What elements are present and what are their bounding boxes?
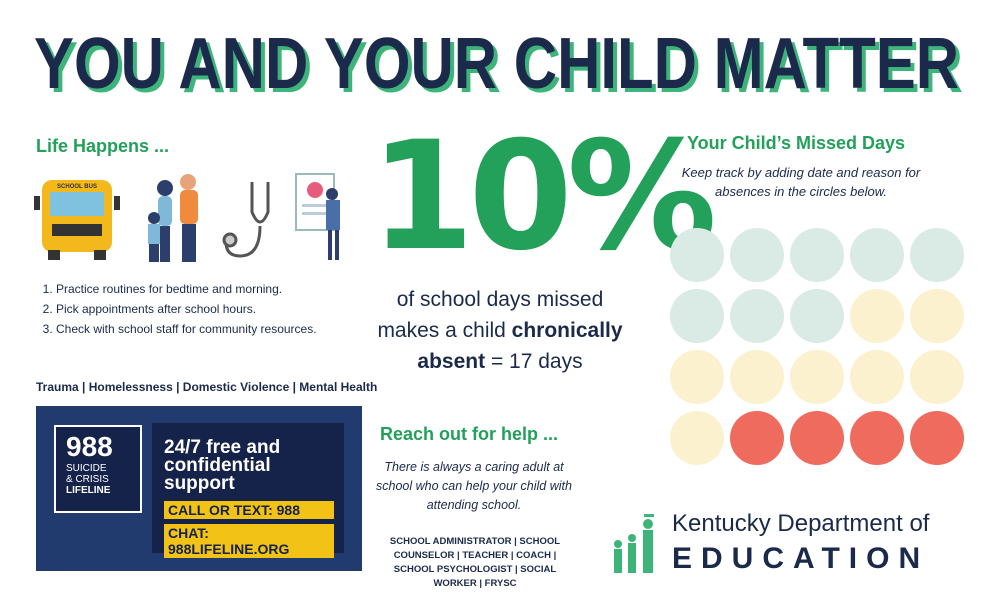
- circle-row: [670, 289, 964, 465]
- lifeline-name-2: & CRISIS: [66, 474, 109, 485]
- title-shadow: YOU AND YOUR CHILD MATTER: [38, 28, 963, 108]
- lifeline-chat: CHAT: 988LIFELINE.ORG: [164, 524, 334, 558]
- day-circle: [850, 289, 904, 343]
- day-circle: [910, 289, 964, 343]
- stat-text-3: = 17 days: [490, 350, 583, 373]
- day-circle: [910, 228, 964, 282]
- day-circle: [850, 411, 904, 465]
- stat-big: 10%: [370, 110, 717, 284]
- day-circle: [670, 289, 724, 343]
- day-circle: [910, 350, 964, 404]
- bus-label: SCHOOL BUS: [57, 184, 97, 190]
- illustrations: SCHOOL BUS: [34, 173, 340, 262]
- stat-text-2: makes a child: [377, 319, 506, 342]
- reach-heading: Reach out for help ...: [380, 424, 559, 444]
- lifeline-name-3: LIFELINE: [66, 485, 111, 496]
- stat-bold-3: absent: [417, 350, 486, 373]
- lifeline-call: CALL OR TEXT: 988: [164, 501, 334, 519]
- stat-line-3: absent = 17 days: [360, 346, 640, 377]
- stat-line-1: of school days missed: [396, 288, 604, 311]
- missed-text: Keep track by adding date and reason for…: [681, 165, 921, 199]
- stat-line-2: makes a child chronically: [360, 315, 640, 346]
- day-circle: [730, 289, 784, 343]
- life-happens-heading: Life Happens ...: [36, 136, 170, 156]
- lifeline-panel: 988 SUICIDE & CRISIS LIFELINE 24/7 free …: [36, 406, 362, 571]
- day-circle: [670, 228, 724, 282]
- day-circle: [790, 289, 844, 343]
- missed-heading: Your Child’s Missed Days: [686, 133, 906, 153]
- day-circle: [850, 350, 904, 404]
- bus-icon: SCHOOL BUS: [34, 180, 120, 260]
- tip: Practice routines for bedtime and mornin…: [56, 279, 317, 299]
- lifeline-info: 24/7 free and confidential support CALL …: [152, 423, 344, 558]
- lifeline-name-1: SUICIDE: [66, 463, 107, 474]
- logo-line-2: EDUCATION: [672, 542, 930, 575]
- topics: Trauma | Homelessness | Domestic Violenc…: [36, 380, 378, 394]
- tip: Pick appointments after school hours.: [56, 299, 317, 319]
- day-circle: [910, 411, 964, 465]
- logo-line-1: Kentucky Department of: [672, 510, 930, 537]
- lifeline-support: 24/7 free and confidential support: [164, 437, 281, 494]
- title: YOU AND YOUR CHILD MATTER: [34, 24, 959, 104]
- tip: Check with school staff for community re…: [56, 319, 317, 339]
- tracker-circles: [670, 228, 964, 465]
- day-circle: [790, 350, 844, 404]
- logo-figures: [614, 514, 654, 573]
- title-banner: YOU AND YOUR CHILD MATTER YOU AND YOUR C…: [34, 24, 963, 108]
- day-circle: [790, 228, 844, 282]
- day-circle: [670, 411, 724, 465]
- day-circle: [850, 228, 904, 282]
- stethoscope-icon: [222, 182, 270, 258]
- doctor-icon: [295, 173, 340, 260]
- circle-row: [730, 411, 964, 465]
- tips-list: Practice routines for bedtime and mornin…: [36, 279, 317, 339]
- day-circle: [730, 228, 784, 282]
- day-circle: [670, 350, 724, 404]
- day-circle: [790, 411, 844, 465]
- day-circle: [730, 350, 784, 404]
- stat-bold-2: chronically: [511, 319, 623, 342]
- reach-text: There is always a caring adult at school…: [376, 460, 572, 512]
- day-circle: [730, 411, 784, 465]
- family-icon: [148, 174, 198, 262]
- reach-roles: SCHOOL ADMINISTRATOR | SCHOOL COUNSELOR …: [389, 536, 561, 589]
- lifeline-logo: 988 SUICIDE & CRISIS LIFELINE: [54, 425, 142, 513]
- stat-text: of school days missed makes a child chro…: [360, 284, 640, 377]
- lifeline-number: 988: [66, 431, 113, 462]
- circle-row: [670, 228, 964, 343]
